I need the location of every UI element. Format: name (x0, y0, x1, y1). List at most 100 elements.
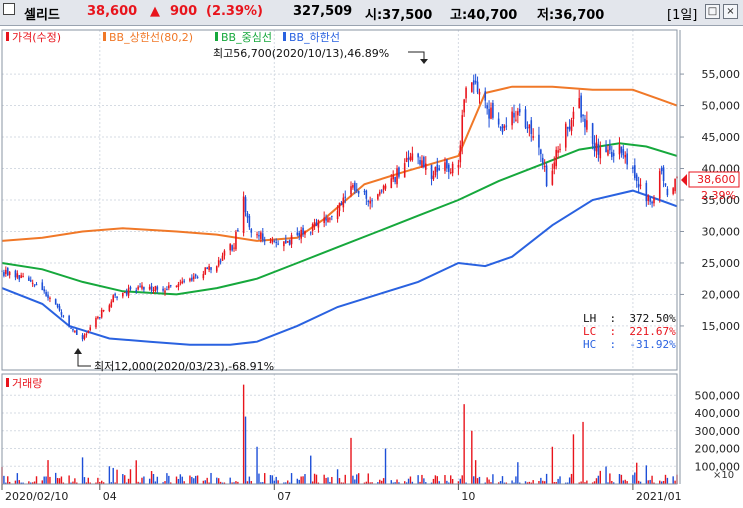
volume-bar (97, 477, 99, 484)
candle-body (108, 305, 111, 312)
candle-body (658, 171, 661, 199)
candle-body (438, 168, 441, 171)
y-tick-label: 20,000 (702, 288, 741, 301)
candle-body (517, 111, 519, 116)
candle-body (572, 111, 575, 120)
volume-bar (179, 474, 182, 484)
volume-bar (532, 480, 534, 484)
candle-body (141, 285, 143, 289)
axes: 15,00020,00025,00030,00035,00040,00045,0… (1, 29, 741, 503)
volume-bar (570, 473, 573, 484)
volume-bar (403, 481, 406, 484)
candle-body (192, 276, 195, 279)
candle-body (578, 98, 581, 109)
change-percent: (2.39%) (206, 4, 263, 19)
volume-bar (379, 479, 381, 484)
stock-name[interactable]: 셀리드 (24, 8, 60, 23)
hc-stat: HC : -31.92% (583, 338, 676, 351)
candle-body (478, 91, 481, 95)
candle-body (338, 202, 341, 211)
candle-body (6, 268, 9, 276)
y-tick-label: 45,000 (702, 131, 741, 144)
volume-bar (181, 476, 183, 484)
candle-body (553, 162, 556, 170)
candle-body (43, 289, 45, 292)
volume-bar (398, 482, 400, 484)
volume-bar (350, 437, 352, 484)
volume-bar (317, 482, 320, 484)
volume-unit: ×10 (713, 470, 734, 481)
volume-bar (244, 416, 247, 484)
volume-bar (114, 482, 116, 484)
volume-bar (56, 477, 59, 484)
candle-body (377, 194, 379, 200)
volume-bar (474, 460, 477, 484)
volume-bar (304, 474, 306, 484)
volume-bar (344, 474, 346, 484)
candle-body (580, 95, 582, 118)
legend-upper-band: BB_상한선(80,2) (109, 31, 193, 44)
volume-bar (515, 476, 517, 484)
volume-bar (290, 473, 293, 484)
volume-bar (269, 475, 272, 484)
candle-body (112, 295, 115, 303)
candle-body (260, 232, 262, 239)
candle-body (424, 163, 427, 170)
volume-tick-label: 100,000 (695, 460, 741, 473)
close-button[interactable]: × (723, 4, 738, 19)
candle-body (365, 190, 368, 199)
volume-bar (22, 482, 24, 484)
volume-bar (484, 482, 486, 484)
volume-bar (620, 474, 623, 484)
candle-body (645, 182, 648, 202)
candle-body (355, 189, 358, 191)
checkbox-icon[interactable] (3, 3, 15, 15)
candle-body (432, 175, 435, 180)
period-selector[interactable]: [1일] (667, 8, 698, 23)
volume-tick-label: 300,000 (695, 425, 741, 438)
candle-body (31, 282, 34, 284)
chart-area: 15,00020,00025,00030,00035,00040,00045,0… (0, 26, 743, 508)
volume-bar (409, 476, 412, 484)
candle-body (423, 156, 425, 168)
candle-body (250, 229, 253, 233)
volume-bar (28, 481, 30, 484)
volume-bar (315, 474, 318, 484)
candle-body (14, 270, 17, 278)
volume-bar (528, 481, 531, 484)
volume-bar (242, 384, 245, 484)
volume-bar (258, 473, 260, 484)
lc-stat: LC : 221.67% (583, 325, 676, 338)
y-tick-label: 50,000 (702, 100, 741, 113)
candle-body (555, 149, 557, 167)
volume-bar (626, 481, 628, 484)
candle-body (511, 111, 513, 126)
volume-bar (382, 478, 385, 484)
candle-body (336, 210, 339, 219)
volume-bar (461, 475, 463, 484)
volume-bar (605, 466, 607, 484)
volume-bar (248, 476, 251, 484)
candle-body (497, 118, 500, 125)
candle-body (515, 119, 517, 121)
price-frame (1, 29, 678, 371)
volume-tick-label: 500,000 (695, 389, 741, 402)
candle-body (70, 327, 72, 329)
candle-body (290, 235, 293, 245)
maximize-button[interactable]: □ (705, 4, 720, 19)
volume-bar (141, 477, 143, 484)
volume-bar (545, 473, 548, 484)
legend-volume-swatch (6, 378, 9, 387)
volume-bar (277, 480, 279, 484)
volume-bar (582, 421, 584, 484)
volume-bar (613, 482, 615, 484)
candle-body (624, 155, 627, 158)
candle-body (488, 109, 490, 119)
candle-body (139, 286, 141, 288)
candle-body (472, 80, 475, 85)
candle-body (622, 149, 625, 156)
candle-body (237, 229, 239, 232)
volume-bar (666, 477, 669, 484)
candle-body (451, 163, 454, 174)
volume-bar (448, 482, 450, 484)
